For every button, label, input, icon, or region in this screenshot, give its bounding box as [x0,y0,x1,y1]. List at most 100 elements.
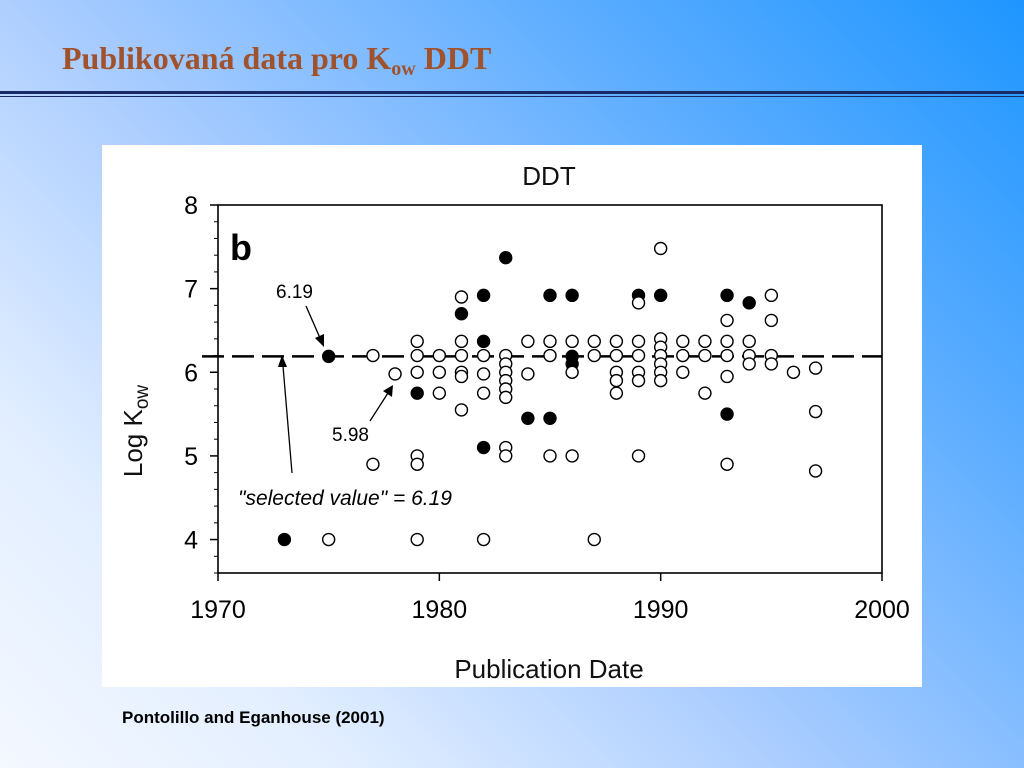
citation: Pontolillo and Eganhouse (2001) [122,708,385,727]
data-point-open [698,348,712,363]
data-point-open [432,365,447,379]
y-tick-label-6: 6 [184,359,198,387]
arrow-low-value [369,392,389,422]
data-point-open [631,296,646,310]
y-axis-label: Log Kow [118,385,153,478]
data-point-open [321,532,336,547]
data-point-open [366,348,380,363]
y-tick-label-5: 5 [184,443,198,471]
x-tick-label-1970: 1970 [190,596,246,624]
plot-frame [217,204,883,574]
data-point-filled [410,386,424,400]
y-tick-label-8: 8 [184,192,198,220]
data-point-open [476,348,491,363]
data-point-filled [742,296,756,310]
data-point-open [410,457,424,471]
arrow-low-value-head [383,385,393,397]
data-point-open [543,449,557,463]
y-tick-label-4: 4 [184,527,198,555]
data-point-filled [653,288,668,303]
data-point-filled [720,288,734,303]
data-point-open [410,334,424,349]
data-point-open [631,373,646,388]
data-point-open [653,373,668,388]
data-point-open [698,386,712,400]
chart-title: DDT [522,161,576,191]
data-point-open [499,390,513,405]
data-point-open [410,365,424,379]
data-point-open [499,449,513,463]
data-point-open [676,365,690,379]
data-point-filled [476,440,491,455]
data-point-open [454,403,469,417]
data-point-open [476,532,491,547]
data-point-open [587,532,601,547]
data-point-open [410,348,424,363]
data-point-filled [277,532,292,547]
data-point-filled [476,334,491,349]
data-point-filled [521,411,535,425]
data-point-open [720,457,734,471]
data-point-open [454,369,469,384]
annotation-low-value: 5.98 [332,425,369,446]
data-point-open [366,457,380,471]
data-point-open [742,334,756,349]
x-tick-label-1980: 1980 [412,596,468,624]
data-point-filled [543,411,557,425]
data-point-filled [454,307,469,321]
data-point-open [720,334,734,349]
data-point-filled [321,349,336,364]
data-point-open [521,367,535,381]
data-point-open [454,348,469,363]
data-point-open [432,386,447,400]
data-point-open [587,334,601,349]
annotation-high-value: 6.19 [276,282,313,303]
x-tick-label-2000: 2000 [854,596,910,624]
data-point-open [631,348,646,363]
data-point-open [676,334,690,349]
data-point-open [631,449,646,463]
panel-label: b [230,227,252,268]
data-point-open [565,449,579,463]
data-point-filled [543,288,557,303]
data-point-open [720,369,734,384]
chart-panel: 4 5 6 7 8 1970 1980 1990 2000 DDT b Log Kow Publ… [102,145,922,687]
data-point-open [388,367,402,381]
x-axis-label: Publication Date [454,654,643,684]
data-point-open [631,334,646,349]
data-point-open [543,334,557,349]
data-point-open [764,313,779,328]
x-tick-label-1990: 1990 [633,596,689,624]
data-point-open [543,348,557,363]
slide-title: Publikovaná data pro Kow DDT [62,40,492,80]
data-point-open [476,386,491,400]
annotation-selected-value: "selected value" = 6.19 [238,487,452,510]
data-point-filled [565,288,579,303]
data-point-open [410,532,424,547]
data-point-open [720,348,734,363]
data-point-open [808,464,823,478]
data-point-open [653,241,668,256]
data-point-open [565,365,579,379]
data-point-open [786,365,801,379]
title-divider-thick [0,91,1024,94]
arrow-selected-value-head [278,355,287,367]
data-point-open [609,386,624,400]
data-point-open [742,357,756,371]
data-point-open [764,357,779,371]
arrow-selected-value [282,365,293,474]
arrow-high-value-head [315,334,324,347]
data-point-open [476,367,491,381]
data-point-open [609,348,624,363]
data-point-open [764,288,779,303]
arrow-high-value [305,305,321,339]
data-point-open [676,348,690,363]
data-point-open [454,334,469,349]
data-point-open [720,313,734,328]
y-tick-label-7: 7 [184,276,198,304]
data-point-filled [476,288,491,303]
data-point-open [609,373,624,388]
data-point-filled [499,250,513,265]
data-point-open [609,334,624,349]
ddt-scatter-chart: 4 5 6 7 8 1970 1980 1990 2000 DDT b Log Kow Publ… [118,161,910,684]
